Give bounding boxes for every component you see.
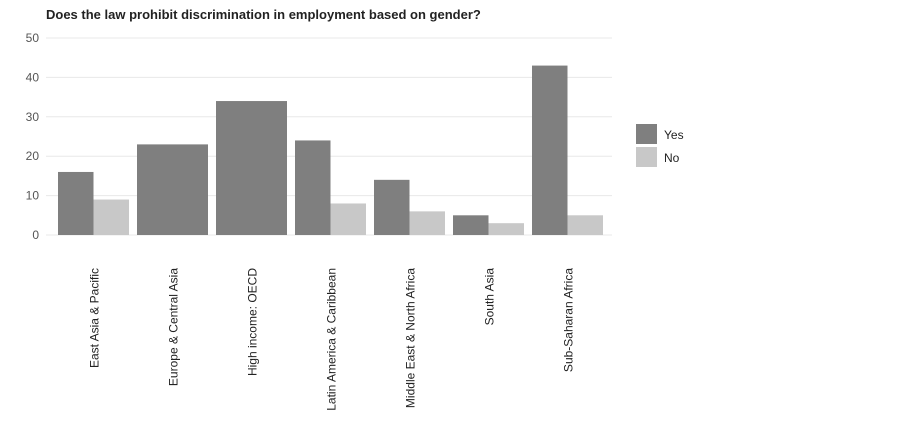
y-tick-label: 0 (32, 228, 39, 242)
bar-no-6 (567, 215, 603, 235)
y-tick-label: 10 (26, 189, 40, 203)
category-label: South Asia (483, 268, 497, 326)
bar-no-0 (93, 199, 129, 235)
category-label: Sub-Saharan Africa (562, 268, 576, 372)
legend: Yes No (636, 124, 684, 167)
bar-no-5 (488, 223, 524, 235)
bar-yes-4 (374, 179, 410, 235)
y-tick-label: 40 (26, 70, 40, 84)
y-axis-ticks: 0 10 20 30 40 50 (26, 31, 40, 242)
legend-swatch-no (636, 147, 657, 167)
y-tick-label: 30 (26, 110, 40, 124)
y-tick-label: 50 (26, 31, 40, 45)
chart-title: Does the law prohibit discrimination in … (46, 7, 481, 22)
category-label: Europe & Central Asia (167, 268, 181, 386)
y-tick-label: 20 (26, 149, 40, 163)
category-label: Latin America & Caribbean (325, 268, 339, 411)
bar-yes-0 (58, 171, 94, 235)
legend-label-no: No (664, 151, 680, 165)
legend-label-yes: Yes (664, 128, 684, 142)
category-label: Middle East & North Africa (404, 268, 418, 408)
category-label: East Asia & Pacific (88, 268, 102, 368)
category-label: High income: OECD (246, 268, 260, 376)
bar-yes-6 (532, 65, 568, 235)
legend-swatch-yes (636, 124, 657, 144)
bar-yes-1 (137, 144, 208, 235)
bar-no-4 (409, 211, 445, 235)
bar-yes-3 (295, 140, 331, 235)
bar-yes-2 (216, 101, 287, 235)
bar-no-3 (330, 203, 366, 235)
bar-yes-5 (453, 215, 489, 235)
bars (58, 65, 603, 235)
category-labels: East Asia & Pacific Europe & Central Asia… (88, 268, 576, 411)
